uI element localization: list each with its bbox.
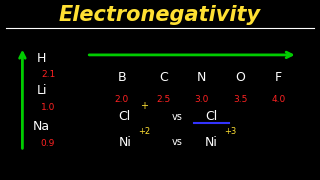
Text: H: H [37,52,46,65]
Text: +3: +3 [224,127,236,136]
Text: 4.0: 4.0 [271,94,285,103]
Text: 1.0: 1.0 [41,103,55,112]
Text: +: + [140,101,148,111]
Text: 3.5: 3.5 [233,94,247,103]
Text: Electronegativity: Electronegativity [59,5,261,25]
Text: +2: +2 [138,127,150,136]
Text: vs: vs [172,137,183,147]
Text: Ni: Ni [205,136,218,149]
Text: B: B [117,71,126,84]
Text: Cl: Cl [119,111,131,123]
Text: Li: Li [36,84,47,97]
Text: C: C [159,71,168,84]
Text: O: O [235,71,245,84]
Text: 2.0: 2.0 [115,94,129,103]
Text: Ni: Ni [118,136,131,149]
Text: Na: Na [33,120,50,133]
Text: F: F [275,71,282,84]
Text: vs: vs [172,112,183,122]
Text: N: N [197,71,206,84]
Text: 0.9: 0.9 [41,139,55,148]
Text: 2.1: 2.1 [41,70,55,79]
Text: Cl: Cl [205,111,217,123]
Text: 3.0: 3.0 [195,94,209,103]
Text: 2.5: 2.5 [156,94,170,103]
